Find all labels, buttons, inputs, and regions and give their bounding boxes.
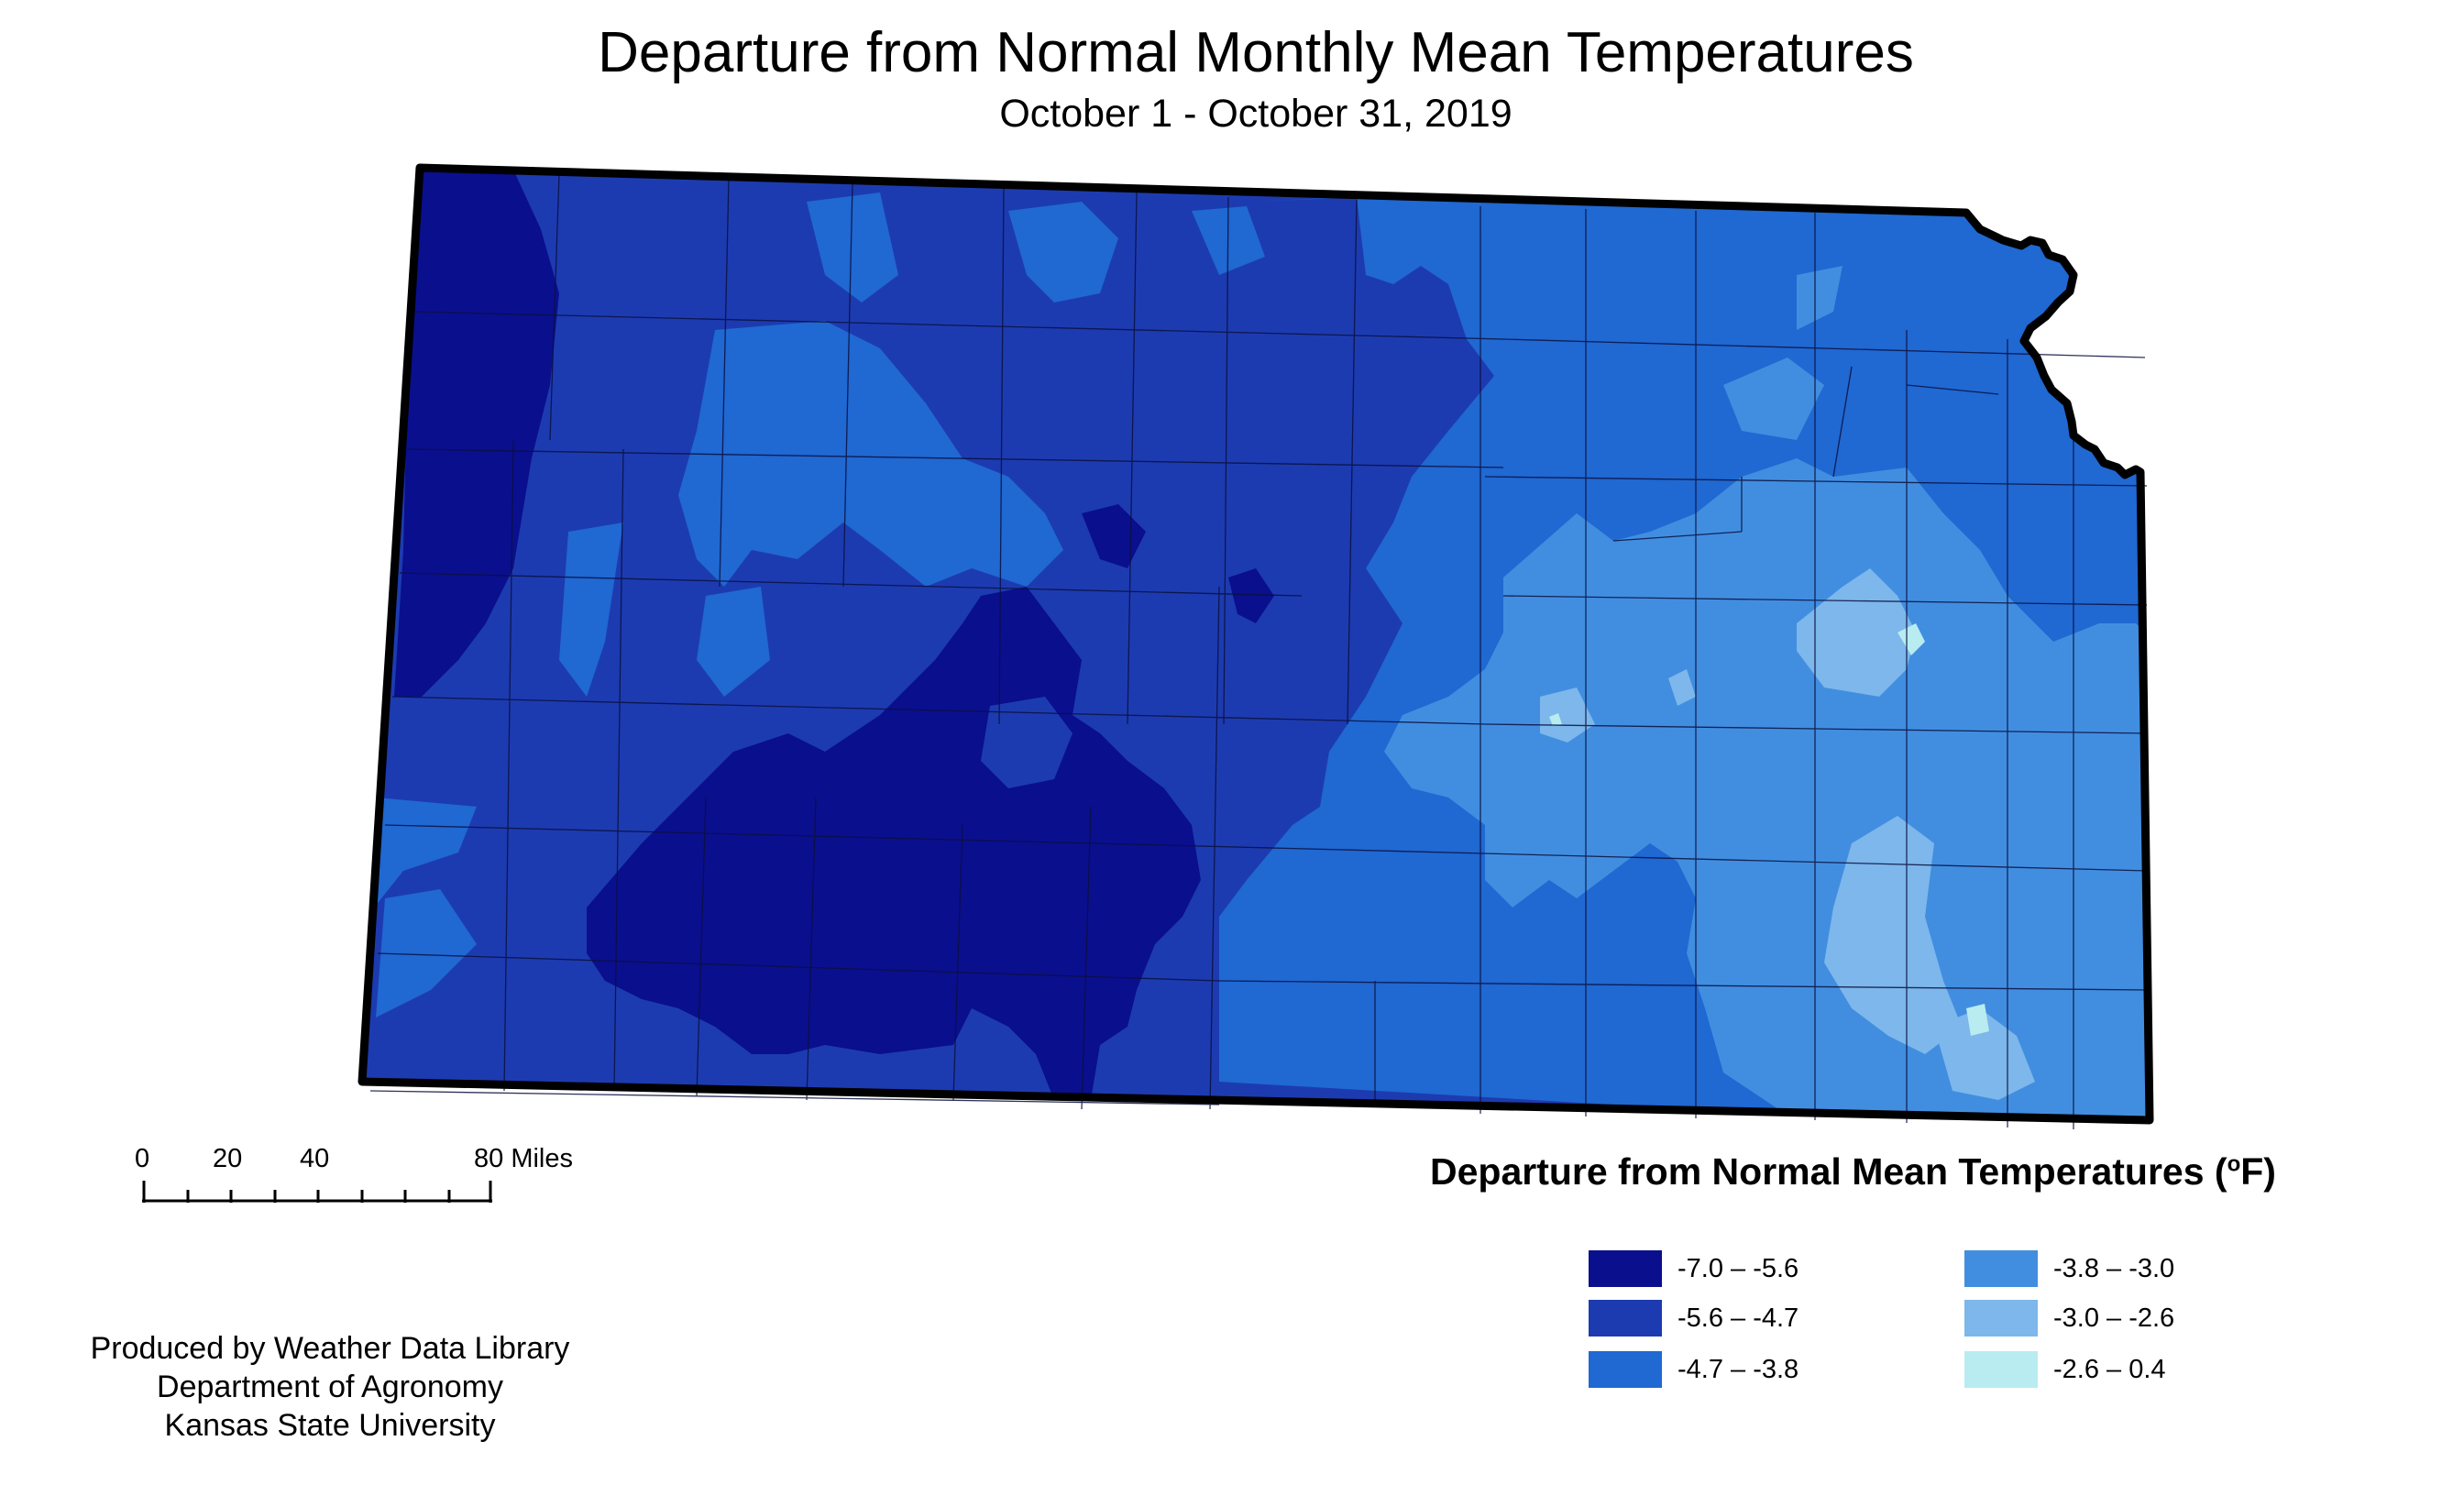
legend-label-5: -3.0 – -2.6 bbox=[2053, 1304, 2175, 1333]
legend-swatch-4 bbox=[1964, 1250, 2038, 1287]
scale-bar bbox=[142, 1181, 492, 1203]
map-title: Departure from Normal Monthly Mean Tempe… bbox=[598, 21, 1914, 84]
legend-swatch-5 bbox=[1964, 1300, 2038, 1336]
legend-label-3: -4.7 – -3.8 bbox=[1678, 1355, 1799, 1384]
legend-swatch-6 bbox=[1964, 1351, 2038, 1388]
legend-degree-sup: o bbox=[2227, 1151, 2241, 1177]
temperature-departure-zones bbox=[362, 168, 2150, 1120]
legend-title-unit: F) bbox=[2240, 1150, 2276, 1193]
scale-label-80-miles: 80 Miles bbox=[474, 1144, 573, 1173]
legend-label-2: -5.6 – -4.7 bbox=[1678, 1304, 1799, 1333]
credit-line-2: Department of Agronomy bbox=[157, 1370, 503, 1404]
legend-swatch-1 bbox=[1589, 1250, 1662, 1287]
map-subtitle: October 1 - October 31, 2019 bbox=[999, 92, 1512, 136]
scale-label-0: 0 bbox=[135, 1144, 150, 1173]
credit-line-3: Kansas State University bbox=[164, 1408, 496, 1443]
legend-swatch-3 bbox=[1589, 1351, 1662, 1388]
legend-label-1: -7.0 – -5.6 bbox=[1678, 1254, 1799, 1283]
legend-label-6: -2.6 – 0.4 bbox=[2053, 1355, 2166, 1384]
legend-swatch-2 bbox=[1589, 1300, 1662, 1336]
legend-title: Departure from Normal Mean Temperatures … bbox=[1430, 1150, 2276, 1194]
county-lines bbox=[369, 173, 2150, 1129]
scale-label-40: 40 bbox=[300, 1144, 330, 1173]
state-border bbox=[358, 163, 2154, 1125]
legend-title-text: Departure from Normal Mean Temperatures … bbox=[1430, 1150, 2228, 1193]
legend-label-4: -3.8 – -3.0 bbox=[2053, 1254, 2175, 1283]
credit-line-1: Produced by Weather Data Library bbox=[90, 1331, 570, 1366]
scale-label-20: 20 bbox=[213, 1144, 243, 1173]
